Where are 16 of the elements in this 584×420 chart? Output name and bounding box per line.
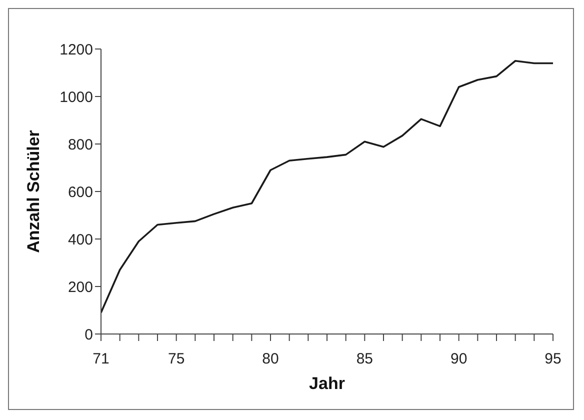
x-axis-title: Jahr bbox=[309, 374, 346, 393]
x-tick-label: 80 bbox=[262, 350, 279, 368]
y-tick-label: 400 bbox=[68, 231, 93, 248]
x-tick-label: 95 bbox=[544, 350, 562, 368]
y-tick-label: 1000 bbox=[60, 88, 93, 106]
line-series bbox=[101, 60, 553, 314]
y-tick-label: 0 bbox=[84, 326, 93, 344]
x-tick-label: 71 bbox=[92, 350, 110, 368]
x-tick-label: 90 bbox=[450, 350, 468, 368]
y-tick-label: 600 bbox=[68, 184, 93, 201]
x-tick-label: 75 bbox=[168, 350, 185, 368]
y-tick-label: 800 bbox=[68, 136, 93, 154]
x-tick-label: 85 bbox=[356, 350, 374, 368]
y-axis-title: Anzahl Schüler bbox=[24, 130, 44, 253]
y-tick-label: 1200 bbox=[60, 41, 93, 58]
y-tick-label: 200 bbox=[68, 278, 93, 296]
